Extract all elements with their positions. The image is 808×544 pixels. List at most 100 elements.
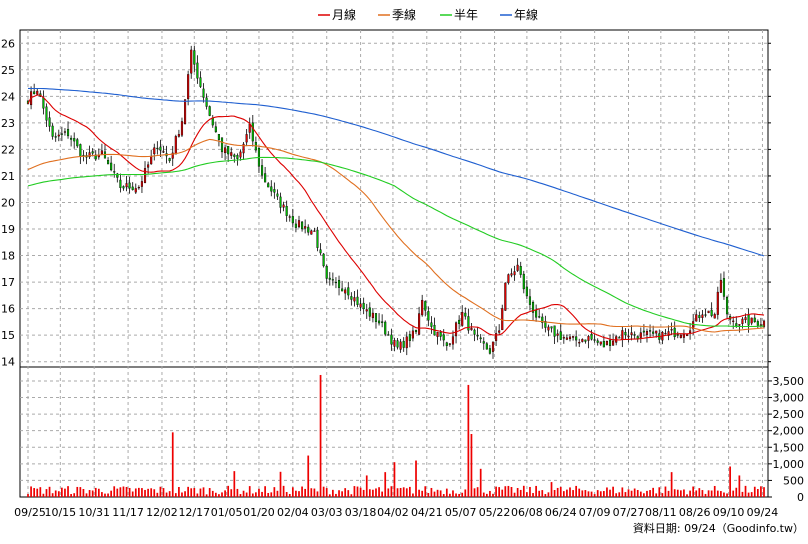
volume-bar xyxy=(288,493,291,497)
volume-bar xyxy=(522,485,525,497)
candle-body xyxy=(291,216,294,224)
candle-body xyxy=(448,343,451,345)
candle-body xyxy=(134,188,137,193)
candle-body xyxy=(73,138,76,142)
volume-bar xyxy=(532,493,534,497)
volume-bar xyxy=(646,490,648,497)
volume-bar xyxy=(402,487,405,497)
volume-bar xyxy=(732,490,735,497)
volume-bar xyxy=(325,488,328,497)
candle-body xyxy=(470,328,473,331)
candle-body xyxy=(378,320,381,324)
candle-body xyxy=(424,301,427,311)
candle-body xyxy=(116,173,119,178)
volume-bar xyxy=(756,489,759,497)
volume-bar xyxy=(476,487,479,497)
volume-bar xyxy=(396,488,399,497)
candle-body xyxy=(507,274,510,284)
volume-bar xyxy=(584,490,587,497)
candle-body xyxy=(190,49,193,74)
candle-body xyxy=(156,147,159,150)
candle-body xyxy=(547,326,550,331)
candle-body xyxy=(464,312,467,317)
volume-bar xyxy=(97,488,100,497)
axes-labels: 14 15 16 17 18 19 20 21 22 23 24 25 26 0 500 1,000 1,500… xyxy=(1,37,804,519)
volume-bar xyxy=(338,490,340,497)
volume-bar xyxy=(67,486,69,497)
x-tick-label: 03/18 xyxy=(345,506,377,519)
volume-bar xyxy=(128,487,131,497)
ma-halfyear-line xyxy=(27,156,765,328)
candle-body xyxy=(347,287,350,296)
volume-bar xyxy=(224,490,226,497)
candle-body xyxy=(679,334,682,338)
volume-bar xyxy=(381,491,383,497)
candle-body xyxy=(624,332,627,336)
volume-bar xyxy=(513,492,516,497)
volume-bar xyxy=(199,488,202,497)
candle-body xyxy=(670,329,673,331)
volume-bar xyxy=(291,487,294,497)
volume-bar xyxy=(273,487,276,497)
candle-body xyxy=(122,186,125,189)
volume-bar xyxy=(347,490,350,497)
candle-body xyxy=(362,302,365,309)
volume-bar xyxy=(612,486,614,497)
candle-body xyxy=(630,332,633,336)
volume-bar xyxy=(233,471,236,497)
price-tick-label: 21 xyxy=(1,170,15,183)
candle-body xyxy=(531,302,535,313)
volume-bar xyxy=(70,494,72,497)
volume-bar xyxy=(341,491,343,497)
candle-body xyxy=(445,342,448,346)
volume-bar xyxy=(295,490,297,497)
volume-bar xyxy=(639,491,642,497)
volume-bar xyxy=(393,462,396,497)
price-panel-frame xyxy=(19,29,769,368)
candle-body xyxy=(642,330,645,333)
candle-body xyxy=(584,339,587,342)
candle-body xyxy=(436,331,439,337)
volume-bar xyxy=(399,487,402,497)
volume-bar xyxy=(267,492,270,497)
volume-bar xyxy=(242,490,245,497)
volume-bar xyxy=(686,494,688,497)
volume-bar xyxy=(701,490,704,497)
candle-body xyxy=(371,312,374,319)
price-tick-label: 22 xyxy=(1,143,15,156)
volume-bar xyxy=(227,485,230,497)
candle-body xyxy=(233,154,236,157)
candle-body xyxy=(217,134,220,140)
volume-bar xyxy=(178,487,180,497)
x-tick-label: 09/25 xyxy=(14,506,46,519)
volume-bar xyxy=(593,494,596,497)
candle-body xyxy=(245,134,248,143)
volume-bar xyxy=(738,475,741,497)
candle-body xyxy=(325,266,328,279)
candle-body xyxy=(162,151,165,153)
volume-bar xyxy=(230,489,233,497)
price-tick-label: 20 xyxy=(1,196,15,209)
candle-body xyxy=(322,253,325,267)
volume-bar xyxy=(322,486,325,497)
volume-bar xyxy=(516,488,519,497)
candle-body xyxy=(411,330,414,339)
volume-bar xyxy=(138,487,140,497)
volume-bar xyxy=(492,493,494,497)
candle-body xyxy=(442,334,445,341)
volume-bar xyxy=(409,486,411,497)
candle-body xyxy=(593,339,596,341)
candle-body xyxy=(168,158,171,161)
candle-body xyxy=(405,336,408,349)
candle-body xyxy=(454,322,458,337)
candle-body xyxy=(559,331,562,340)
volume-bar xyxy=(255,492,257,497)
candle-body xyxy=(183,99,187,125)
candle-body xyxy=(553,325,556,337)
candle-body xyxy=(421,299,424,316)
candle-body xyxy=(707,310,710,314)
volume-bar xyxy=(332,489,334,497)
volume-bar xyxy=(433,491,436,497)
candle-body xyxy=(350,296,353,300)
candle-body xyxy=(236,155,239,159)
